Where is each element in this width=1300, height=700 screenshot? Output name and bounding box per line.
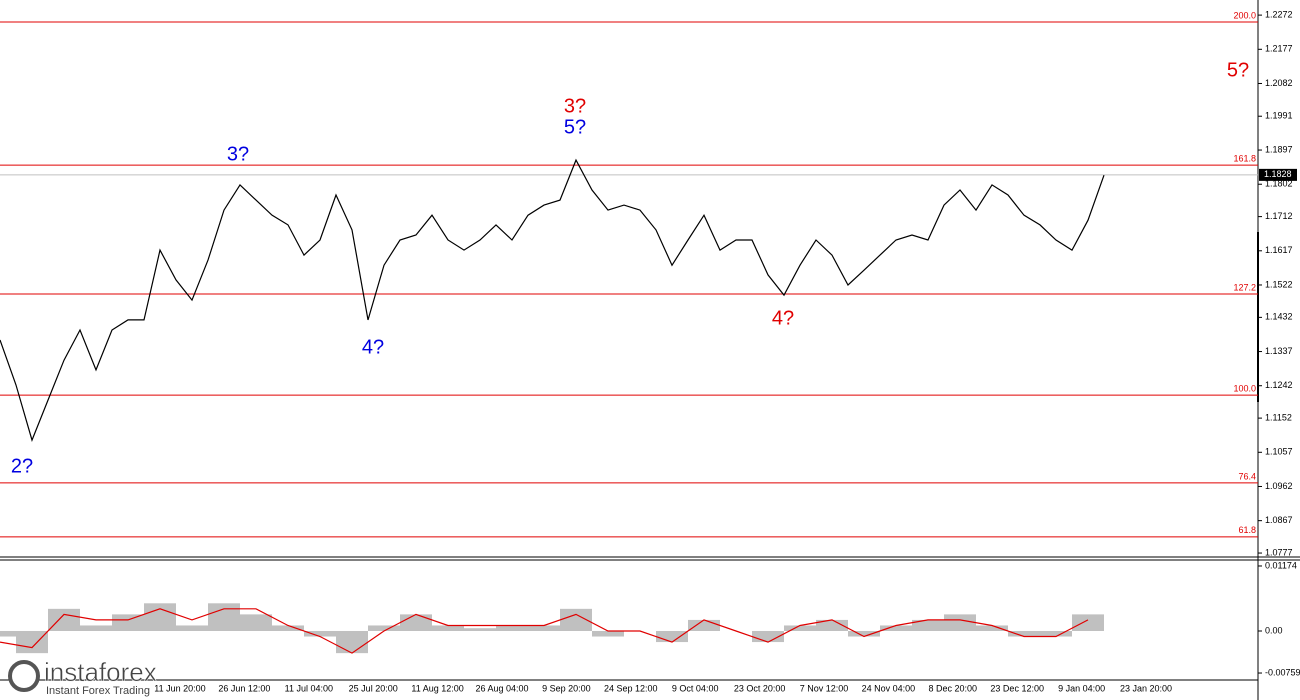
macd-bar [848, 630, 880, 637]
fib-label: 100.0 [1233, 383, 1256, 393]
macd-bar [1008, 630, 1040, 637]
macd-bar [560, 608, 592, 631]
macd-bar [944, 614, 976, 631]
macd-bar [48, 608, 80, 631]
watermark-tagline: Instant Forex Trading [46, 685, 150, 697]
macd-bar [432, 625, 464, 631]
macd-bar [272, 625, 304, 631]
macd-bar [752, 630, 784, 643]
macd-bar [400, 614, 432, 631]
macd-bar [16, 630, 48, 654]
x-tick-label: 24 Sep 12:00 [604, 683, 658, 693]
macd-bar [816, 619, 848, 631]
wave-label: 2? [11, 455, 33, 477]
y-tick-label: 1.1242 [1265, 380, 1293, 390]
macd-bar [592, 630, 624, 637]
fib-label: 161.8 [1233, 154, 1256, 164]
x-tick-label: 11 Jun 20:00 [154, 683, 205, 693]
macd-bar [912, 619, 944, 631]
last-price-box [1259, 168, 1297, 181]
x-tick-label: 9 Jan 04:00 [1058, 683, 1105, 693]
fib-label: 200.0 [1233, 10, 1256, 20]
y-tick-label: -0.00759 [1265, 667, 1300, 677]
x-tick-label: 25 Jul 20:00 [349, 683, 398, 693]
y-tick-label: 1.1802 [1265, 179, 1293, 189]
macd-bar [656, 630, 688, 643]
x-tick-label: 26 Jun 12:00 [218, 683, 270, 693]
x-tick-label: 26 Aug 04:00 [475, 683, 528, 693]
macd-bar [784, 625, 816, 631]
macd-bar [304, 630, 336, 637]
x-tick-label: 24 Nov 04:00 [862, 683, 916, 693]
watermark-brand: instaforex [44, 657, 157, 687]
macd-bar [976, 625, 1008, 631]
macd-bar [880, 625, 912, 631]
last-price-label: 1.1828 [1264, 169, 1292, 179]
macd-bar [336, 630, 368, 654]
wave-label: 3? [227, 143, 249, 165]
y-tick-label: 1.0962 [1265, 481, 1293, 491]
y-tick-label: 1.1152 [1265, 412, 1292, 422]
x-tick-label: 8 Dec 20:00 [929, 683, 978, 693]
y-tick-label: 1.1337 [1265, 346, 1293, 356]
macd-bar [144, 603, 176, 631]
macd-bar [1040, 630, 1072, 637]
macd-bar [464, 628, 496, 631]
x-tick-label: 11 Jul 04:00 [285, 683, 333, 693]
macd-bar [240, 614, 272, 631]
y-tick-label: 1.2272 [1265, 9, 1293, 19]
macd-bar [496, 625, 528, 631]
wave-label: 5? [1227, 59, 1249, 81]
y-tick-label: 1.0867 [1265, 515, 1293, 525]
macd-bar [688, 619, 720, 631]
x-tick-label: 11 Aug 12:00 [411, 683, 463, 693]
logo-icon [8, 660, 40, 692]
wave-label: 3? [564, 95, 586, 117]
x-tick-label: 23 Jan 20:00 [1120, 683, 1172, 693]
fib-label: 61.8 [1238, 525, 1256, 535]
macd-bar [368, 625, 400, 631]
y-tick-label: 1.1991 [1265, 111, 1293, 121]
y-tick-label: 1.2082 [1265, 78, 1293, 88]
y-tick-label: 1.0777 [1265, 547, 1293, 557]
macd-bar [112, 614, 144, 631]
fib-label: 76.4 [1238, 471, 1256, 481]
fib-label: 127.2 [1233, 282, 1256, 292]
x-tick-label: 23 Dec 12:00 [990, 683, 1044, 693]
y-tick-label: 0.01174 [1265, 560, 1297, 570]
y-tick-label: 0.00 [1265, 625, 1283, 635]
x-tick-label: 23 Oct 20:00 [734, 683, 786, 693]
wave-label: 4? [772, 307, 794, 329]
x-tick-label: 9 Oct 04:00 [672, 683, 719, 693]
y-tick-label: 1.1712 [1265, 211, 1293, 221]
x-tick-label: 9 Sep 20:00 [542, 683, 591, 693]
y-tick-label: 1.1522 [1265, 279, 1293, 289]
y-tick-label: 1.1432 [1265, 312, 1293, 322]
x-tick-label: 7 Nov 12:00 [800, 683, 849, 693]
macd-bar [0, 630, 16, 637]
wave-label: 4? [362, 336, 384, 358]
macd-bar [176, 625, 208, 631]
wave-label: 5? [564, 116, 586, 138]
signal-line [0, 608, 1089, 654]
macd-bar [208, 603, 240, 631]
y-tick-label: 1.1617 [1265, 245, 1293, 255]
watermark: instaforex Instant Forex Trading [8, 657, 157, 697]
y-tick-label: 1.2177 [1265, 44, 1293, 54]
macd-bar [80, 625, 112, 631]
price-line [0, 158, 1105, 442]
macd-bar [528, 625, 560, 631]
y-tick-label: 1.1897 [1265, 144, 1293, 154]
y-tick-label: 1.1057 [1265, 447, 1293, 457]
macd-bar [1072, 614, 1104, 631]
